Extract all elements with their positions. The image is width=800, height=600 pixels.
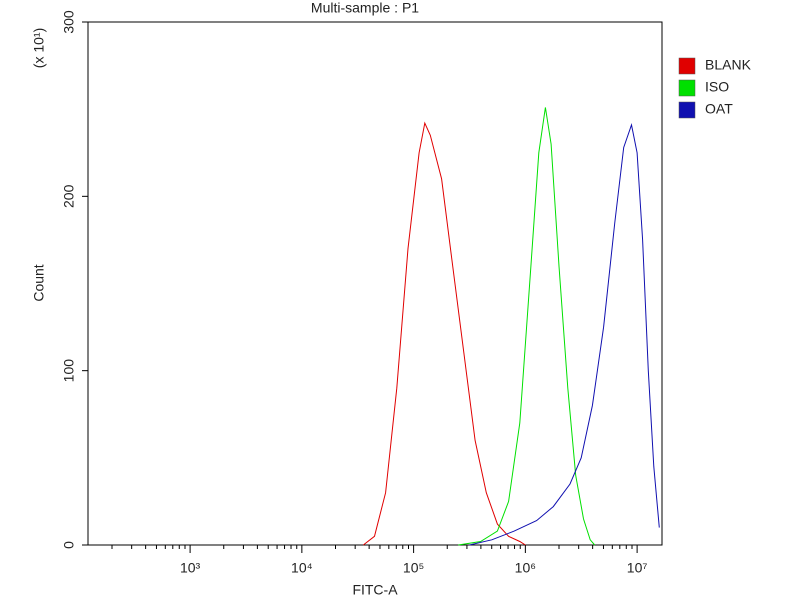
legend-swatch (678, 57, 696, 75)
x-tick-label: 10⁵ (403, 560, 424, 576)
legend-label: BLANK (705, 57, 752, 73)
chart-title: Multi-sample : P1 (311, 0, 419, 16)
x-tick-label: 10⁴ (291, 560, 313, 576)
x-tick-label: 10³ (180, 560, 201, 576)
y-axis-label: Count (31, 264, 47, 301)
plot-frame (87, 21, 663, 546)
x-axis-label: FITC-A (352, 582, 398, 598)
y-tick-label: 200 (61, 184, 77, 208)
y-tick-label: 300 (61, 10, 77, 34)
x-tick-label: 10⁶ (515, 560, 536, 576)
y-tick-label: 0 (61, 541, 77, 549)
legend-label: ISO (705, 79, 729, 95)
legend-swatch (678, 101, 696, 119)
x-tick-label: 10⁷ (627, 560, 648, 576)
legend-label: OAT (705, 101, 733, 117)
series-line (469, 122, 660, 546)
y-tick-label: 100 (61, 359, 77, 383)
legend-swatch (678, 79, 696, 97)
y-multiplier: (x 10¹) (31, 28, 47, 68)
series-line (458, 107, 596, 546)
series-line (362, 121, 526, 546)
